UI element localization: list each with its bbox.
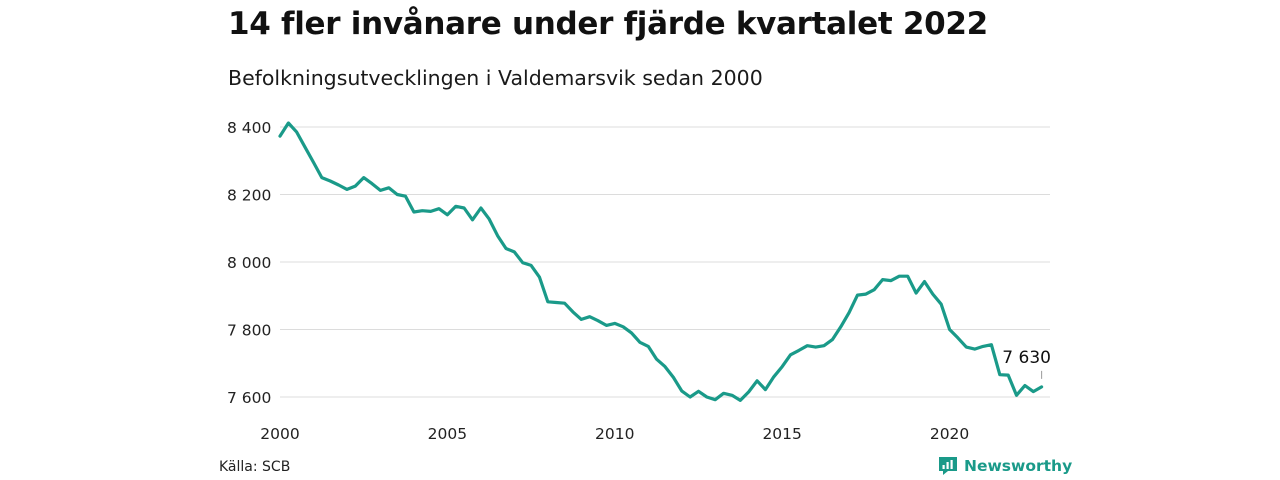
chart-title: 14 fler invånare under fjärde kvartalet …	[228, 6, 988, 42]
x-tick-label: 2010	[595, 425, 634, 443]
x-tick-label: 2020	[930, 425, 969, 443]
brand-logo[interactable]: Newsworthy	[938, 456, 1072, 476]
source-label: Källa: SCB	[219, 459, 291, 475]
y-tick-label: 8 200	[227, 187, 271, 205]
y-tick-label: 8 400	[227, 119, 271, 137]
chart-subtitle: Befolkningsutvecklingen i Valdemarsvik s…	[228, 66, 763, 90]
x-tick-label: 2000	[260, 425, 299, 443]
series-line	[278, 121, 1044, 402]
newsworthy-logo-icon	[939, 457, 957, 475]
y-tick-label: 7 600	[227, 389, 271, 407]
y-tick-label: 8 000	[227, 254, 271, 272]
y-tick-label: 7 800	[227, 322, 271, 340]
x-tick-label: 2015	[762, 425, 801, 443]
end-value-label: 7 630	[1002, 348, 1051, 368]
brand-name: Newsworthy	[964, 457, 1073, 475]
x-tick-label: 2005	[428, 425, 467, 443]
